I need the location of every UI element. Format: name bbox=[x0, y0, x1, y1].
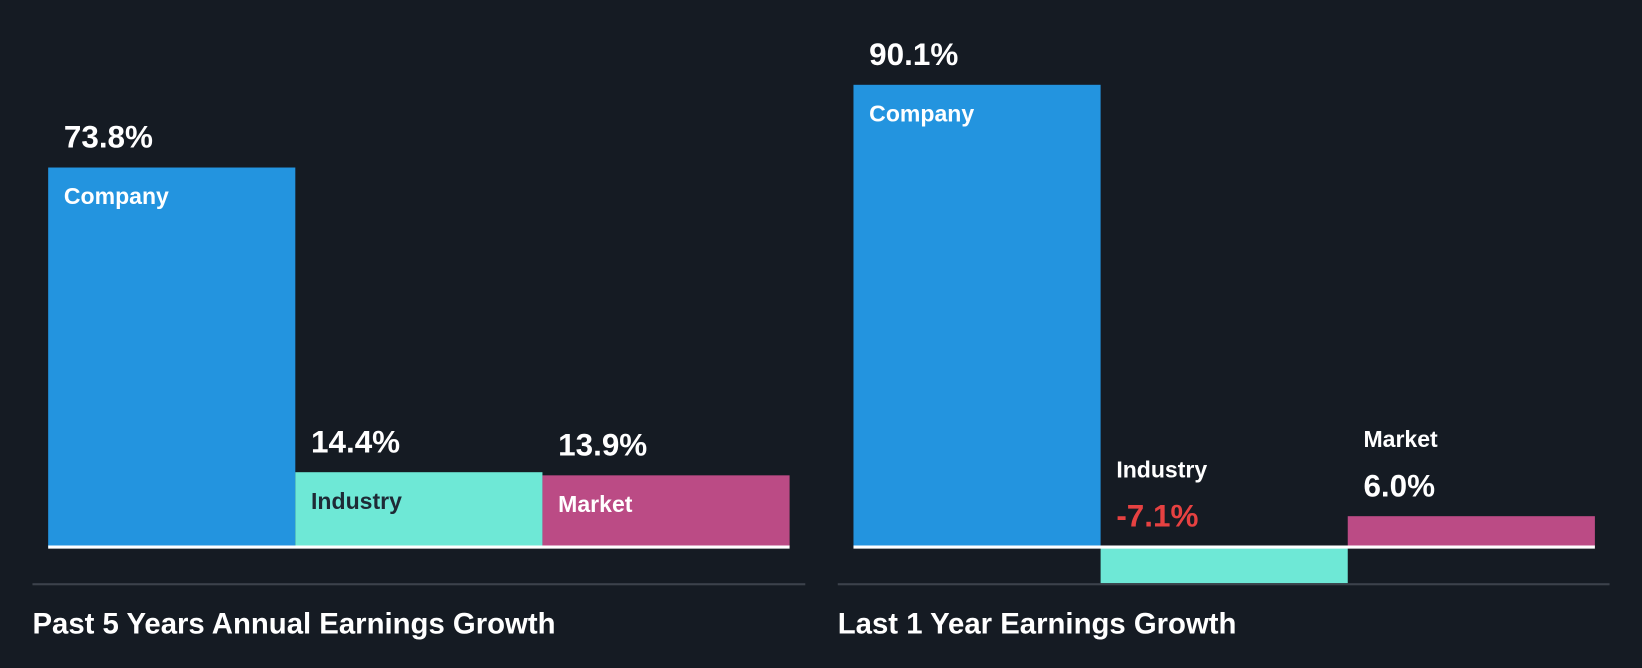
company-value-label: 73.8% bbox=[63, 120, 153, 156]
industry-value-label: 14.4% bbox=[311, 425, 401, 461]
market-category-label: Market bbox=[558, 490, 633, 518]
chart-title: Last 1 Year Earnings Growth bbox=[837, 607, 1237, 640]
chart-title: Past 5 Years Annual Earnings Growth bbox=[32, 607, 556, 640]
market-value-label: 6.0% bbox=[1363, 468, 1436, 504]
company-bar bbox=[853, 84, 1101, 547]
company-category-label: Company bbox=[869, 99, 975, 127]
industry-bar bbox=[295, 472, 543, 547]
divider bbox=[32, 583, 806, 586]
divider bbox=[837, 583, 1610, 586]
baseline bbox=[853, 545, 1595, 549]
market-category-label: Market bbox=[1363, 425, 1438, 452]
industry-value-label: -7.1% bbox=[1116, 499, 1199, 534]
market-bar bbox=[1347, 515, 1595, 547]
industry-bar bbox=[1100, 546, 1348, 583]
industry-category-label: Industry bbox=[1116, 456, 1208, 483]
baseline bbox=[48, 545, 790, 549]
company-bar bbox=[48, 167, 296, 547]
company-value-label: 90.1% bbox=[869, 37, 959, 72]
market-bar bbox=[542, 475, 790, 547]
industry-category-label: Industry bbox=[311, 488, 402, 515]
market-value-label: 13.9% bbox=[558, 428, 648, 463]
company-category-label: Company bbox=[63, 183, 169, 210]
